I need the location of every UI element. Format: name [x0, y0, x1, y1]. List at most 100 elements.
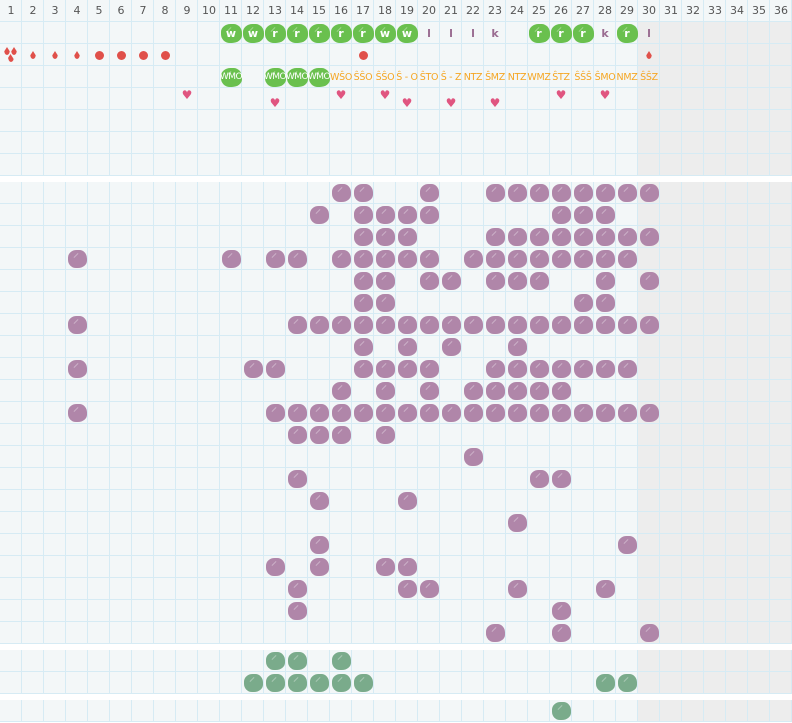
grid-cell[interactable]: [572, 292, 594, 314]
grid-cell[interactable]: [352, 248, 374, 270]
code-cell[interactable]: ŜŜZ: [638, 66, 660, 88]
grid-cell[interactable]: [418, 380, 440, 402]
grid-cell[interactable]: [264, 650, 286, 672]
grid-cell[interactable]: [484, 226, 506, 248]
grid-cell[interactable]: [506, 248, 528, 270]
grid-cell[interactable]: [66, 314, 88, 336]
code-cell[interactable]: WMZ: [527, 66, 551, 88]
grid-cell[interactable]: [462, 380, 484, 402]
code-cell[interactable]: Ŝ - Z: [440, 66, 462, 88]
heart-cell[interactable]: ♥: [264, 88, 286, 110]
grid-cell[interactable]: [506, 512, 528, 534]
grid-cell[interactable]: [616, 534, 638, 556]
grid-cell[interactable]: [462, 248, 484, 270]
grid-cell[interactable]: [572, 182, 594, 204]
grid-cell[interactable]: [594, 292, 616, 314]
letter-cell[interactable]: r: [308, 22, 330, 44]
code-cell[interactable]: ŜMO: [594, 66, 616, 88]
grid-cell[interactable]: [638, 226, 660, 248]
grid-cell[interactable]: [330, 314, 352, 336]
grid-cell[interactable]: [374, 380, 396, 402]
grid-cell[interactable]: [308, 314, 330, 336]
grid-cell[interactable]: [572, 402, 594, 424]
letter-cell[interactable]: l: [462, 22, 484, 44]
letter-cell[interactable]: w: [374, 22, 396, 44]
grid-cell[interactable]: [572, 204, 594, 226]
grid-cell[interactable]: [616, 248, 638, 270]
heart-cell[interactable]: ♥: [440, 88, 462, 110]
grid-cell[interactable]: [550, 226, 572, 248]
grid-cell[interactable]: [506, 358, 528, 380]
grid-cell[interactable]: [484, 622, 506, 644]
grid-cell[interactable]: [352, 292, 374, 314]
grid-cell[interactable]: [638, 622, 660, 644]
grid-cell[interactable]: [594, 578, 616, 600]
grid-cell[interactable]: [484, 380, 506, 402]
grid-cell[interactable]: [616, 226, 638, 248]
code-cell[interactable]: WMO: [286, 66, 309, 88]
grid-cell[interactable]: [506, 314, 528, 336]
grid-cell[interactable]: [484, 402, 506, 424]
letter-cell[interactable]: w: [396, 22, 418, 44]
grid-cell[interactable]: [396, 556, 418, 578]
grid-cell[interactable]: [330, 672, 352, 694]
grid-cell[interactable]: [396, 490, 418, 512]
grid-cell[interactable]: [418, 402, 440, 424]
grid-cell[interactable]: [594, 226, 616, 248]
grid-cell[interactable]: [396, 358, 418, 380]
marker-cell[interactable]: [110, 44, 132, 66]
grid-cell[interactable]: [638, 402, 660, 424]
letter-cell[interactable]: r: [352, 22, 374, 44]
letter-cell[interactable]: l: [418, 22, 440, 44]
grid-cell[interactable]: [286, 402, 308, 424]
grid-cell[interactable]: [528, 358, 550, 380]
marker-cell[interactable]: [352, 44, 374, 66]
marker-cell[interactable]: [66, 44, 88, 66]
grid-cell[interactable]: [528, 226, 550, 248]
grid-cell[interactable]: [418, 578, 440, 600]
grid-cell[interactable]: [594, 672, 616, 694]
grid-cell[interactable]: [506, 336, 528, 358]
grid-cell[interactable]: [308, 672, 330, 694]
grid-cell[interactable]: [374, 248, 396, 270]
grid-cell[interactable]: [264, 402, 286, 424]
grid-cell[interactable]: [484, 248, 506, 270]
letter-cell[interactable]: k: [594, 22, 616, 44]
grid-cell[interactable]: [308, 424, 330, 446]
grid-cell[interactable]: [550, 700, 572, 722]
grid-cell[interactable]: [550, 314, 572, 336]
grid-cell[interactable]: [396, 226, 418, 248]
grid-cell[interactable]: [616, 402, 638, 424]
grid-cell[interactable]: [396, 336, 418, 358]
grid-cell[interactable]: [352, 402, 374, 424]
heart-cell[interactable]: ♥: [396, 88, 418, 110]
grid-cell[interactable]: [506, 402, 528, 424]
grid-cell[interactable]: [242, 672, 264, 694]
marker-cell[interactable]: [22, 44, 44, 66]
code-cell[interactable]: ŜŜO: [352, 66, 374, 88]
grid-cell[interactable]: [528, 182, 550, 204]
grid-cell[interactable]: [330, 424, 352, 446]
grid-cell[interactable]: [484, 182, 506, 204]
heart-cell[interactable]: ♥: [594, 88, 616, 110]
grid-cell[interactable]: [242, 358, 264, 380]
grid-cell[interactable]: [352, 270, 374, 292]
grid-cell[interactable]: [308, 402, 330, 424]
grid-cell[interactable]: [594, 182, 616, 204]
grid-cell[interactable]: [330, 402, 352, 424]
grid-cell[interactable]: [352, 182, 374, 204]
grid-cell[interactable]: [352, 314, 374, 336]
grid-cell[interactable]: [528, 402, 550, 424]
heart-cell[interactable]: ♥: [374, 88, 396, 110]
heart-cell[interactable]: ♥: [550, 88, 572, 110]
grid-cell[interactable]: [220, 248, 242, 270]
grid-cell[interactable]: [550, 248, 572, 270]
code-cell[interactable]: WŜO: [330, 66, 352, 88]
grid-cell[interactable]: [572, 226, 594, 248]
grid-cell[interactable]: [484, 314, 506, 336]
code-cell[interactable]: NMZ: [616, 66, 638, 88]
marker-cell[interactable]: [88, 44, 110, 66]
grid-cell[interactable]: [528, 380, 550, 402]
grid-cell[interactable]: [528, 248, 550, 270]
grid-cell[interactable]: [528, 468, 550, 490]
